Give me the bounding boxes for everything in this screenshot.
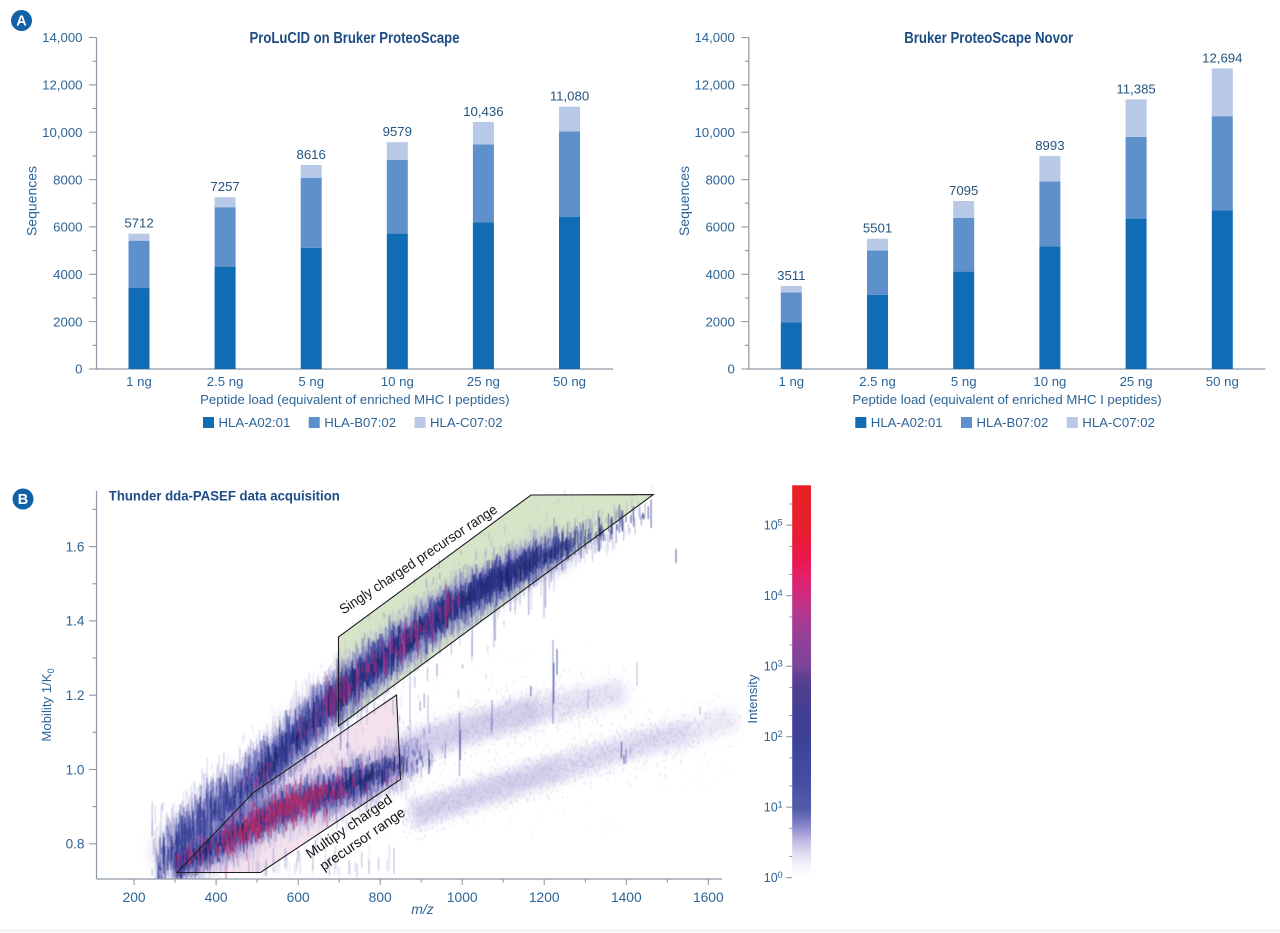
svg-text:Peptide load (equivalent of en: Peptide load (equivalent of enriched MHC… bbox=[200, 392, 509, 407]
svg-text:4000: 4000 bbox=[53, 267, 82, 282]
svg-text:Bruker ProteoScape Novor: Bruker ProteoScape Novor bbox=[904, 30, 1073, 47]
svg-text:12,000: 12,000 bbox=[694, 78, 734, 93]
svg-text:5501: 5501 bbox=[863, 221, 892, 236]
svg-text:0: 0 bbox=[727, 362, 734, 377]
svg-text:Sequences: Sequences bbox=[676, 166, 692, 236]
svg-text:6000: 6000 bbox=[705, 220, 734, 235]
svg-text:1.2: 1.2 bbox=[66, 688, 85, 703]
svg-text:HLA-A02:01: HLA-A02:01 bbox=[219, 415, 291, 430]
svg-text:HLA-C07:02: HLA-C07:02 bbox=[430, 415, 503, 430]
svg-text:600: 600 bbox=[287, 890, 310, 905]
svg-text:ProLuCID on Bruker ProteoScape: ProLuCID on Bruker ProteoScape bbox=[250, 30, 460, 47]
svg-text:0: 0 bbox=[75, 362, 82, 377]
svg-text:Thunder dda-PASEF data acquisi: Thunder dda-PASEF data acquisition bbox=[109, 487, 340, 503]
svg-text:HLA-B07:02: HLA-B07:02 bbox=[324, 415, 396, 430]
svg-text:1 ng: 1 ng bbox=[778, 374, 804, 389]
svg-text:1600: 1600 bbox=[693, 890, 724, 905]
svg-text:10 ng: 10 ng bbox=[1033, 374, 1066, 389]
svg-text:8616: 8616 bbox=[297, 147, 326, 162]
svg-text:2.5 ng: 2.5 ng bbox=[859, 374, 896, 389]
svg-text:1200: 1200 bbox=[529, 890, 560, 905]
svg-text:3511: 3511 bbox=[777, 268, 805, 283]
svg-text:7257: 7257 bbox=[210, 179, 239, 194]
svg-text:11,385: 11,385 bbox=[1116, 81, 1155, 96]
svg-text:5712: 5712 bbox=[124, 216, 153, 231]
svg-text:50 ng: 50 ng bbox=[553, 374, 586, 389]
svg-text:1.6: 1.6 bbox=[66, 539, 85, 554]
svg-text:10,000: 10,000 bbox=[42, 125, 82, 140]
svg-text:800: 800 bbox=[369, 890, 392, 905]
svg-text:8000: 8000 bbox=[53, 172, 82, 187]
svg-text:2000: 2000 bbox=[705, 314, 734, 329]
svg-text:12,000: 12,000 bbox=[42, 78, 82, 93]
svg-text:200: 200 bbox=[123, 890, 146, 905]
svg-text:HLA-B07:02: HLA-B07:02 bbox=[977, 415, 1049, 430]
svg-text:A: A bbox=[16, 14, 27, 30]
svg-text:25 ng: 25 ng bbox=[1120, 374, 1153, 389]
svg-text:8993: 8993 bbox=[1035, 138, 1064, 153]
svg-text:14,000: 14,000 bbox=[694, 30, 734, 45]
svg-text:12,694: 12,694 bbox=[1202, 50, 1242, 65]
svg-text:HLA-A02:01: HLA-A02:01 bbox=[871, 415, 943, 430]
svg-text:1 ng: 1 ng bbox=[126, 374, 152, 389]
svg-text:2000: 2000 bbox=[53, 314, 82, 329]
svg-text:10,436: 10,436 bbox=[463, 104, 503, 119]
svg-text:HLA-C07:02: HLA-C07:02 bbox=[1082, 415, 1155, 430]
svg-text:Peptide load (equivalent of en: Peptide load (equivalent of enriched MHC… bbox=[852, 392, 1161, 407]
svg-text:400: 400 bbox=[205, 890, 228, 905]
svg-text:1.4: 1.4 bbox=[66, 614, 85, 629]
svg-text:14,000: 14,000 bbox=[42, 30, 82, 45]
svg-text:0.8: 0.8 bbox=[66, 837, 85, 852]
svg-text:Intensity: Intensity bbox=[745, 674, 760, 724]
svg-text:1400: 1400 bbox=[611, 890, 642, 905]
svg-text:11,080: 11,080 bbox=[550, 89, 589, 104]
svg-text:5 ng: 5 ng bbox=[298, 374, 324, 389]
svg-text:1000: 1000 bbox=[447, 890, 478, 905]
svg-text:6000: 6000 bbox=[53, 220, 82, 235]
svg-text:1.0: 1.0 bbox=[66, 762, 85, 777]
svg-text:2.5 ng: 2.5 ng bbox=[207, 374, 244, 389]
svg-text:10 ng: 10 ng bbox=[381, 374, 414, 389]
svg-text:7095: 7095 bbox=[949, 183, 978, 198]
svg-text:4000: 4000 bbox=[705, 267, 734, 282]
svg-text:5 ng: 5 ng bbox=[951, 374, 977, 389]
svg-text:9579: 9579 bbox=[383, 124, 412, 139]
svg-text:B: B bbox=[18, 492, 28, 508]
svg-text:25 ng: 25 ng bbox=[467, 374, 500, 389]
svg-text:m/z: m/z bbox=[411, 901, 434, 917]
svg-text:8000: 8000 bbox=[705, 172, 734, 187]
svg-text:Mobility 1/K0: Mobility 1/K0 bbox=[39, 668, 56, 741]
svg-text:Sequences: Sequences bbox=[24, 166, 40, 236]
svg-text:10,000: 10,000 bbox=[694, 125, 734, 140]
svg-text:50 ng: 50 ng bbox=[1206, 374, 1239, 389]
